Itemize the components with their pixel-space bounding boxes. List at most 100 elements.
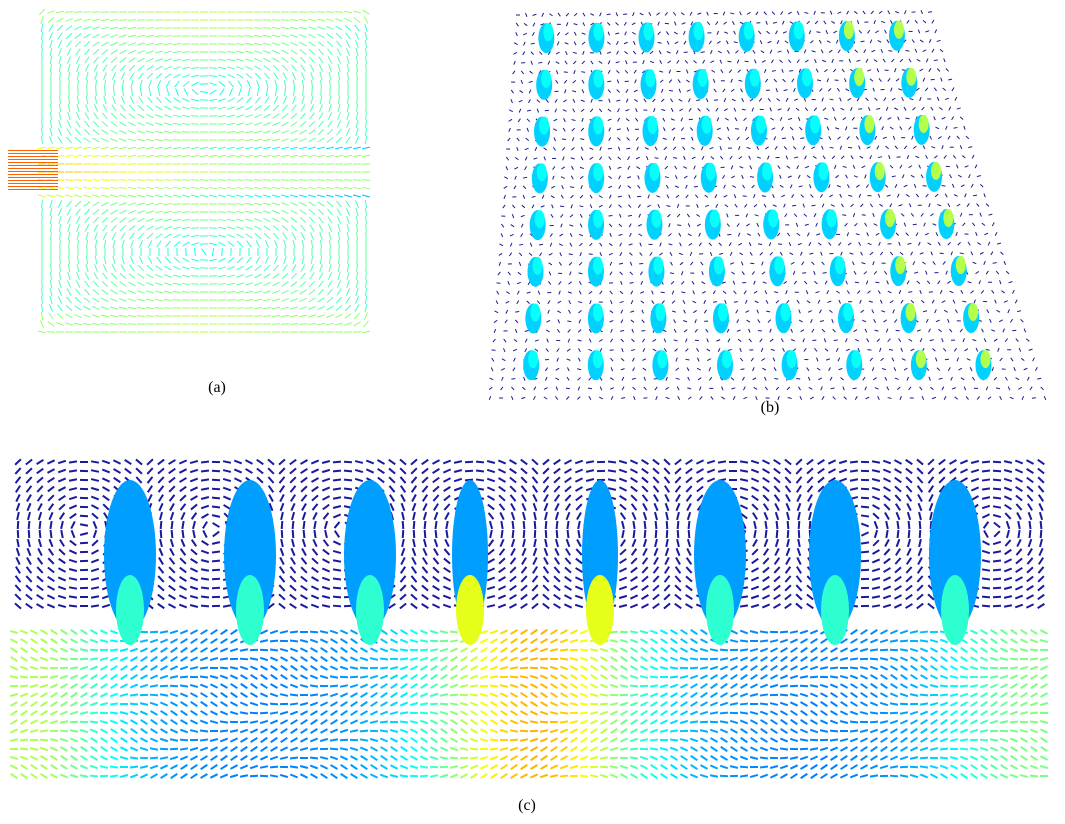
vector	[182, 107, 190, 109]
vector	[171, 512, 174, 520]
vector	[119, 290, 126, 294]
vector	[86, 232, 88, 240]
vector	[974, 300, 975, 304]
vector	[138, 105, 144, 110]
vector	[689, 530, 690, 538]
vector	[787, 233, 789, 236]
vector	[301, 225, 306, 231]
vector	[667, 214, 670, 217]
vector	[1007, 521, 1010, 529]
vector	[565, 486, 571, 491]
vector	[958, 242, 961, 245]
vector	[131, 80, 133, 88]
vector	[870, 252, 873, 254]
vector	[65, 180, 73, 181]
vector	[666, 539, 668, 547]
vector	[335, 19, 343, 22]
vector	[37, 576, 43, 581]
vector	[102, 281, 108, 287]
vector	[824, 69, 827, 72]
vector	[227, 308, 235, 309]
vector	[666, 205, 670, 206]
vector	[130, 265, 135, 271]
vector	[200, 180, 208, 181]
vector	[56, 164, 64, 165]
vector	[192, 513, 197, 519]
vector	[325, 521, 327, 529]
vector	[608, 488, 616, 490]
vector	[84, 209, 90, 215]
vector	[101, 195, 109, 197]
vector	[774, 486, 779, 492]
vector	[96, 80, 97, 88]
vector	[80, 543, 88, 544]
vector	[921, 213, 923, 216]
vector	[753, 513, 757, 520]
vector	[776, 539, 778, 547]
vector	[632, 504, 637, 510]
vector	[344, 323, 352, 326]
vector	[77, 256, 78, 264]
vector	[589, 339, 591, 343]
vector	[101, 202, 108, 206]
vector	[993, 515, 1001, 517]
vector	[333, 569, 341, 570]
vector	[687, 495, 692, 501]
vector	[687, 548, 691, 555]
vector	[866, 59, 868, 63]
vector	[899, 205, 903, 206]
vector	[190, 487, 197, 490]
vector	[310, 225, 314, 232]
vector	[929, 377, 930, 381]
vector	[236, 234, 243, 238]
vector	[898, 117, 900, 121]
vector	[146, 203, 154, 205]
vector	[636, 137, 638, 140]
vector	[686, 80, 689, 82]
vector	[164, 211, 172, 212]
vector	[365, 136, 367, 144]
vector	[768, 320, 771, 323]
vector	[525, 330, 529, 331]
vector	[800, 138, 804, 139]
vector	[254, 187, 262, 188]
vector	[322, 568, 329, 571]
vector	[692, 281, 694, 284]
vector	[707, 478, 714, 481]
vector	[877, 339, 880, 342]
vector	[576, 487, 583, 491]
vector	[686, 486, 691, 492]
vector	[684, 310, 686, 314]
vector	[422, 460, 429, 465]
vector	[290, 315, 298, 316]
vector	[535, 530, 536, 538]
vector	[102, 478, 109, 481]
vector	[642, 469, 649, 474]
vector	[933, 224, 937, 226]
vector	[740, 358, 743, 361]
vector	[675, 186, 679, 187]
vector	[563, 100, 566, 102]
vector	[104, 80, 105, 88]
vector	[692, 157, 696, 159]
vector	[986, 386, 987, 390]
vector	[899, 242, 900, 246]
vector	[578, 387, 579, 391]
vector	[497, 291, 499, 294]
vector	[883, 461, 891, 464]
vector	[56, 322, 63, 325]
vector	[128, 20, 136, 21]
vector	[570, 243, 572, 246]
vector	[741, 262, 743, 266]
vector	[774, 477, 780, 482]
vector	[818, 477, 824, 482]
vector	[148, 97, 153, 103]
plume-top	[645, 69, 655, 87]
vector	[42, 48, 43, 56]
vector	[48, 558, 54, 564]
vector	[274, 96, 278, 103]
vector	[960, 329, 963, 332]
vector	[1041, 387, 1044, 390]
vector	[182, 155, 190, 156]
vector	[684, 156, 686, 160]
